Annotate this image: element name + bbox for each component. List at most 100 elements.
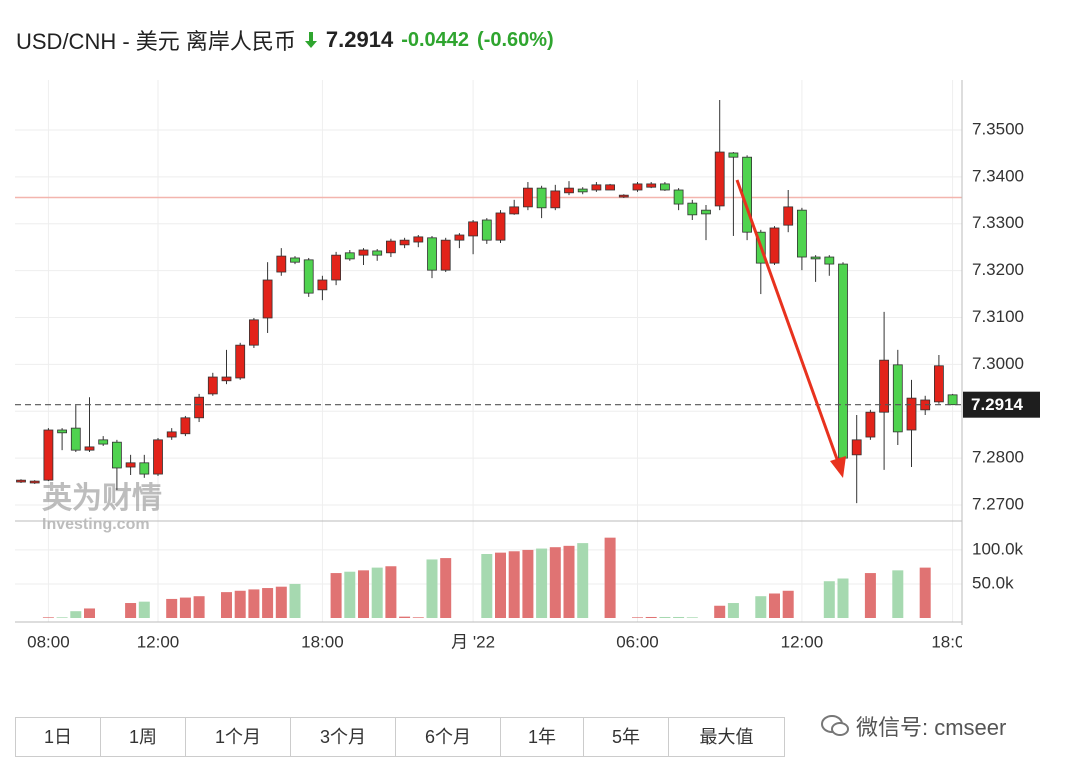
- volume-bar: [330, 573, 342, 618]
- volume-bar: [56, 617, 68, 618]
- volume-bar: [604, 537, 616, 618]
- candle-body: [523, 187, 533, 208]
- candle-body: [180, 417, 191, 435]
- change: -0.0442: [401, 28, 470, 51]
- last-price-box: [963, 391, 1040, 418]
- range-button[interactable]: 1周: [101, 718, 186, 756]
- candle-body: [139, 462, 150, 475]
- candle-body: [70, 427, 81, 451]
- candle-body: [84, 446, 95, 451]
- volume-bar: [919, 567, 931, 618]
- last-price-label: 7.2914: [971, 395, 1024, 414]
- candle-body: [112, 441, 122, 469]
- volume-bar: [481, 554, 493, 618]
- volume-bar: [138, 601, 150, 618]
- candle-body: [358, 249, 369, 256]
- candle-body: [769, 227, 780, 264]
- candle-body: [125, 462, 136, 468]
- candle-body: [16, 479, 26, 483]
- candle-body: [43, 429, 54, 481]
- candle-body: [440, 239, 451, 271]
- volume-bar: [125, 603, 137, 618]
- range-button[interactable]: 5年: [584, 718, 669, 756]
- wechat: 微信号: cmseer: [820, 710, 1006, 742]
- y-tick-label: 50.0k: [972, 573, 1014, 592]
- candle-body: [838, 263, 848, 459]
- grid: [15, 80, 962, 622]
- candle-body: [947, 394, 958, 406]
- volume-bar: [399, 616, 411, 618]
- range-button[interactable]: 1日: [16, 718, 101, 756]
- candle-body: [660, 183, 670, 191]
- volume-bar: [193, 596, 205, 618]
- candle-body: [577, 188, 588, 193]
- range-button[interactable]: 1年: [501, 718, 584, 756]
- x-tick-label: 06:00: [616, 632, 659, 651]
- y-tick-label: 7.3200: [972, 260, 1024, 279]
- candle-body: [290, 257, 300, 263]
- candle-body: [166, 431, 177, 438]
- volume-bar: [70, 611, 82, 618]
- candle-body: [536, 187, 547, 209]
- y-tick-label: 7.2700: [972, 494, 1024, 513]
- x-tick-label: 18:00: [301, 632, 344, 651]
- y-tick-label: 100.0k: [972, 539, 1024, 558]
- volume-bar: [686, 617, 698, 618]
- candle-body: [303, 259, 314, 294]
- candle-body: [591, 184, 602, 191]
- range-button[interactable]: 最大值: [699, 727, 754, 747]
- volume-bar: [221, 592, 232, 618]
- candle-body: [509, 206, 520, 215]
- candle-body: [194, 396, 205, 419]
- volume-bar: [769, 593, 780, 618]
- candle-body: [29, 480, 40, 484]
- volume-bar: [289, 583, 301, 618]
- candle-body: [385, 240, 396, 254]
- candle-body: [550, 190, 561, 209]
- volume-bar: [782, 590, 794, 618]
- candle-body: [399, 239, 410, 246]
- volume-bar: [536, 548, 548, 618]
- candle-body: [427, 237, 437, 271]
- watermark: 英为财情 Investing.com: [42, 482, 162, 533]
- candle-body: [248, 319, 259, 346]
- volume-bar: [632, 617, 643, 618]
- volume-bar: [262, 588, 274, 618]
- trend-arrow: [735, 179, 840, 463]
- candle-body: [728, 152, 739, 158]
- volume-bar: [755, 596, 767, 618]
- volume-bar: [275, 586, 287, 618]
- volume-bar: [508, 551, 520, 618]
- candle-body: [687, 202, 698, 216]
- change-percent: (-0.60%): [477, 28, 554, 51]
- candle-body: [673, 189, 684, 205]
- symbol: USD/CNH - 美元 离岸人民币: [16, 29, 296, 54]
- volume-bar: [837, 578, 849, 618]
- volume-bar: [385, 566, 397, 618]
- volume-bar: [234, 590, 246, 618]
- range-button[interactable]: 3个月: [291, 718, 396, 756]
- range-button[interactable]: 6个月: [396, 718, 501, 756]
- range-button[interactable]: 1个月: [186, 718, 291, 756]
- volume-bar: [426, 559, 438, 618]
- y-tick-label: 7.3500: [972, 119, 1024, 138]
- down-arrow: [304, 32, 317, 48]
- candle-body: [618, 194, 629, 198]
- x-tick-label: 12:00: [137, 632, 180, 651]
- volume-bar: [522, 549, 534, 618]
- volume-bar: [577, 543, 589, 618]
- candle-body: [810, 256, 821, 260]
- candle-body: [262, 279, 273, 319]
- candle-body: [605, 184, 615, 191]
- volume-bar: [673, 616, 685, 618]
- candle-body: [646, 183, 657, 188]
- candle-body: [481, 219, 492, 241]
- candle-body: [413, 236, 424, 243]
- wechat-id: 微信号: cmseer: [856, 715, 1007, 740]
- candle-body: [276, 255, 287, 273]
- y-tick-label: 7.3400: [972, 166, 1024, 185]
- candle-body: [207, 376, 218, 395]
- volume-bar: [714, 605, 726, 618]
- candle-body: [892, 364, 903, 433]
